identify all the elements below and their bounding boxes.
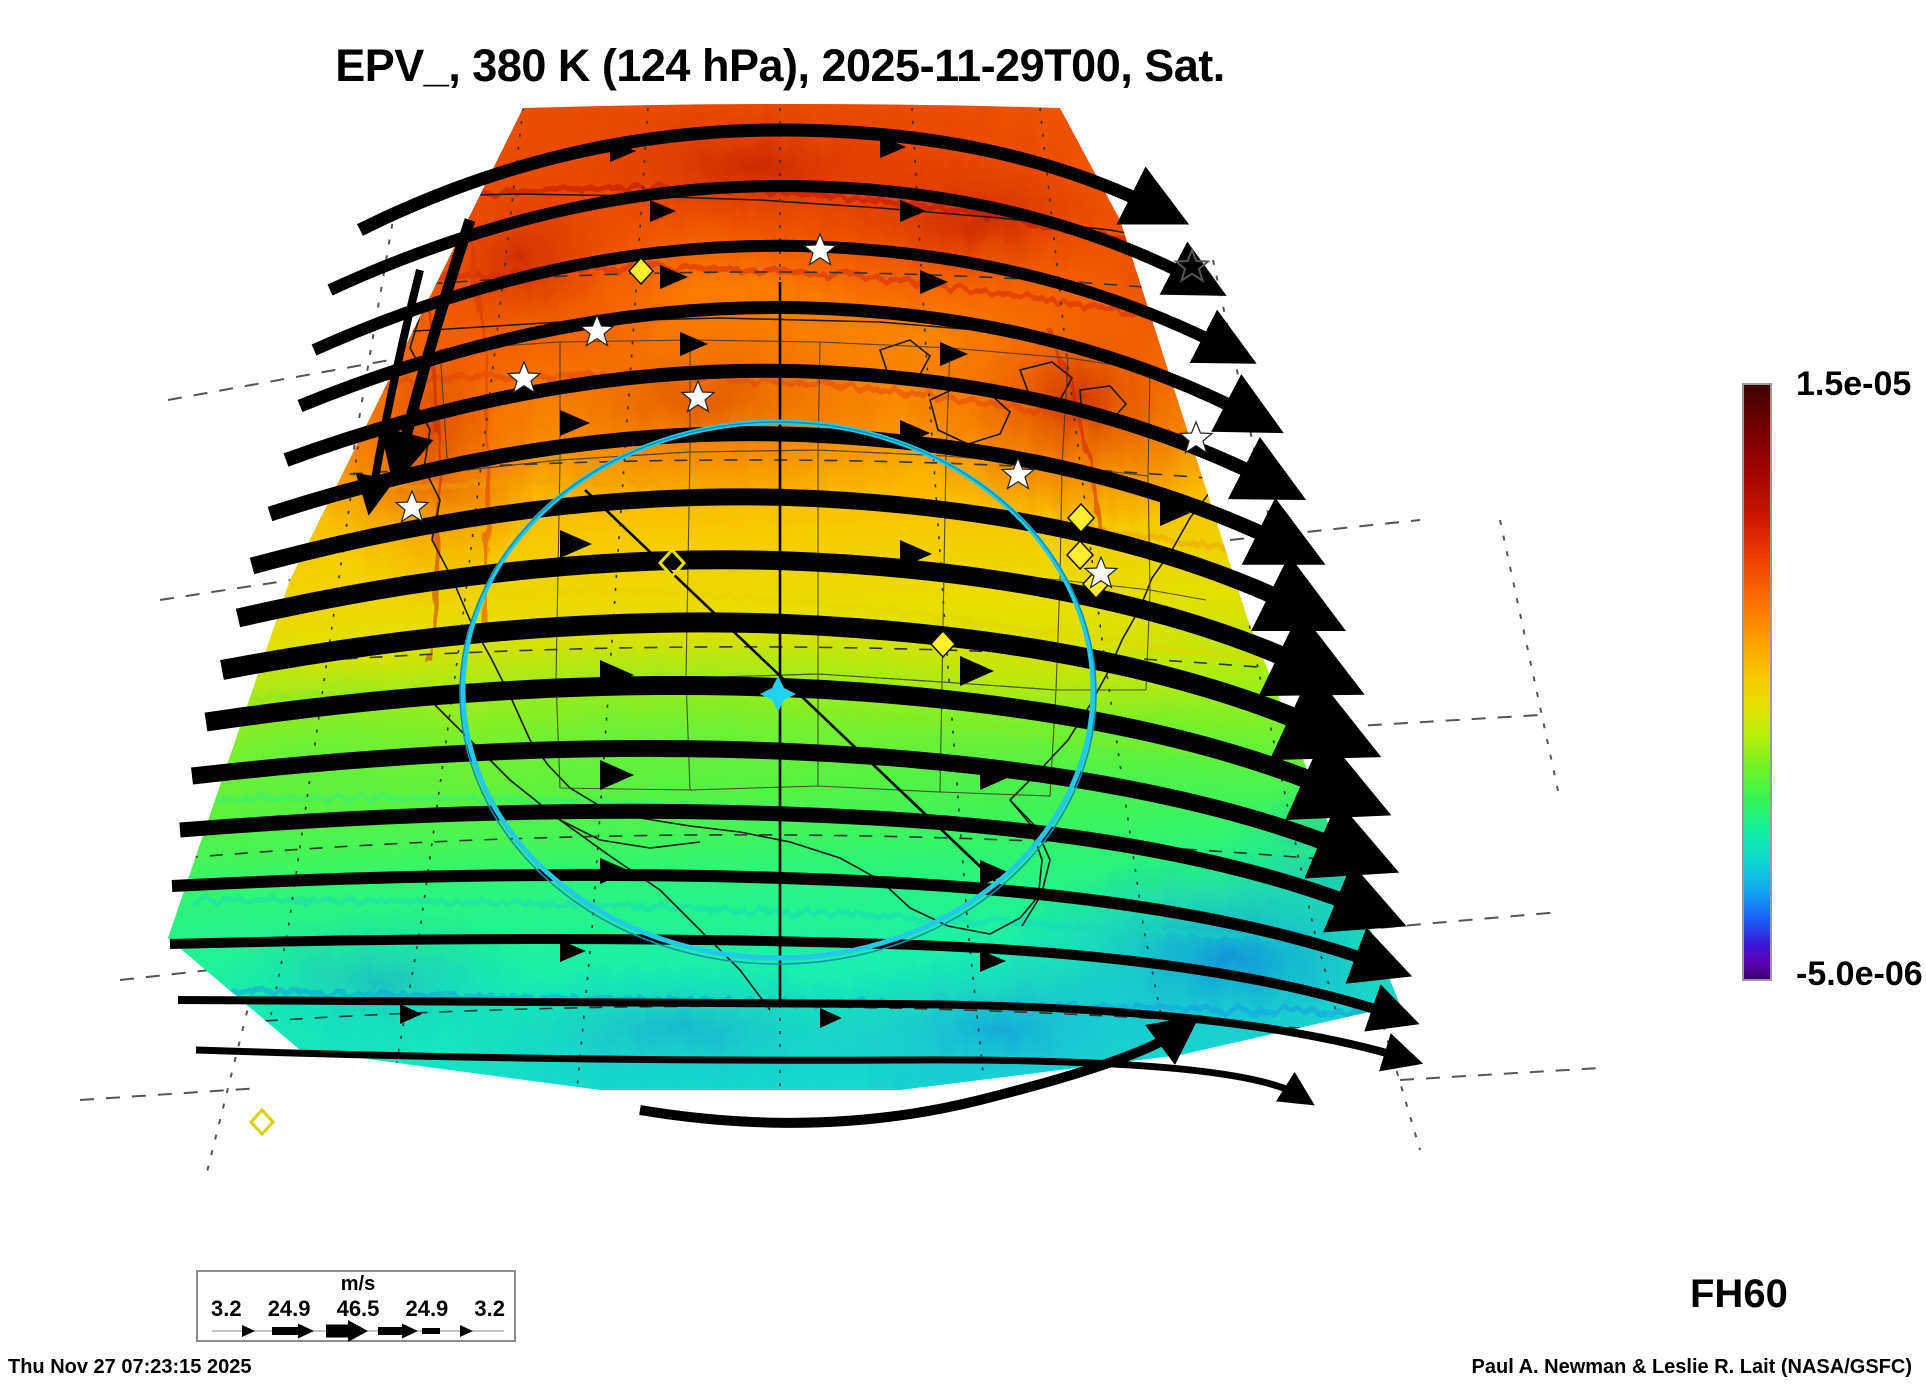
colorbar: 1.5e-05 -5.0e-06 bbox=[1742, 365, 1923, 993]
wind-value-4: 24.9 bbox=[405, 1296, 449, 1321]
footer-timestamp: Thu Nov 27 07:23:15 2025 bbox=[8, 1356, 252, 1378]
station-markers-star bbox=[394, 232, 1214, 589]
wind-legend-arrows bbox=[212, 1320, 504, 1342]
range-ring bbox=[459, 419, 1097, 965]
wind-speed-legend: m/s 3.2 24.9 46.5 24.9 3.2 bbox=[196, 1270, 516, 1342]
page-title: EPV_, 380 K (124 hPa), 2025-11-29T00, Sa… bbox=[335, 40, 1225, 91]
wind-value-3: 46.5 bbox=[336, 1296, 380, 1321]
forecast-hour-label: FH60 bbox=[1690, 1272, 1788, 1316]
wind-value-5: 3.2 bbox=[474, 1296, 505, 1321]
wind-legend-values: 3.2 24.9 46.5 24.9 3.2 bbox=[198, 1296, 518, 1322]
wind-value-1: 3.2 bbox=[211, 1296, 242, 1321]
footer-credit: Paul A. Newman & Leslie R. Lait (NASA/GS… bbox=[1471, 1356, 1912, 1378]
streamline-arrow-markers bbox=[400, 136, 1190, 1028]
wind-value-2: 24.9 bbox=[267, 1296, 311, 1321]
colorbar-max-label: 1.5e-05 bbox=[1796, 365, 1912, 403]
map-plot bbox=[0, 100, 1640, 1260]
streamlines bbox=[169, 123, 1424, 1128]
colorbar-min-label: -5.0e-06 bbox=[1796, 955, 1923, 993]
station-markers-diamond bbox=[248, 256, 1111, 1137]
center-marker bbox=[760, 676, 796, 712]
colorbar-gradient bbox=[1742, 383, 1772, 981]
wind-legend-unit: m/s bbox=[340, 1273, 376, 1295]
